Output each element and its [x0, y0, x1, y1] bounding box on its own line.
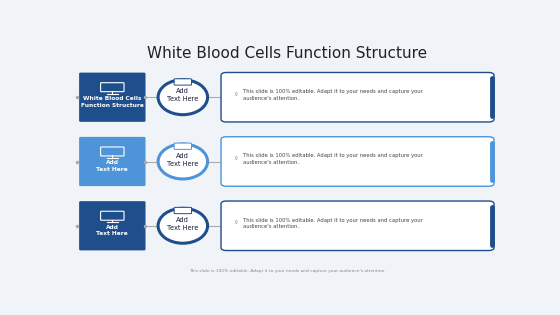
- Text: ◦: ◦: [234, 90, 238, 99]
- Text: Add
Text Here: Add Text Here: [96, 160, 128, 172]
- Text: This slide is 100% editable. Adapt it to your needs and capture your audience's : This slide is 100% editable. Adapt it to…: [189, 269, 385, 273]
- FancyBboxPatch shape: [174, 143, 192, 149]
- FancyBboxPatch shape: [79, 72, 146, 122]
- Text: This slide is 100% editable. Adapt it to your needs and capture your
audience's : This slide is 100% editable. Adapt it to…: [242, 89, 423, 100]
- FancyBboxPatch shape: [79, 137, 146, 186]
- Text: Add
Text Here: Add Text Here: [167, 217, 199, 231]
- Text: This slide is 100% editable. Adapt it to your needs and capture your
audience's : This slide is 100% editable. Adapt it to…: [242, 218, 423, 229]
- Text: White Blood Cells
Function Structure: White Blood Cells Function Structure: [81, 96, 144, 108]
- FancyBboxPatch shape: [221, 201, 494, 250]
- Ellipse shape: [158, 144, 208, 179]
- Text: Add
Text Here: Add Text Here: [167, 88, 199, 102]
- FancyBboxPatch shape: [174, 79, 192, 85]
- Ellipse shape: [158, 208, 208, 243]
- FancyBboxPatch shape: [221, 72, 494, 122]
- Text: ◦: ◦: [234, 155, 238, 163]
- FancyBboxPatch shape: [174, 207, 192, 214]
- Ellipse shape: [158, 80, 208, 115]
- FancyBboxPatch shape: [221, 137, 494, 186]
- FancyBboxPatch shape: [79, 201, 146, 250]
- Text: White Blood Cells Function Structure: White Blood Cells Function Structure: [147, 46, 427, 61]
- Text: This slide is 100% editable. Adapt it to your needs and capture your
audience's : This slide is 100% editable. Adapt it to…: [242, 153, 423, 165]
- Text: Add
Text Here: Add Text Here: [96, 225, 128, 236]
- Text: Add
Text Here: Add Text Here: [167, 152, 199, 167]
- Text: ◦: ◦: [234, 219, 238, 228]
